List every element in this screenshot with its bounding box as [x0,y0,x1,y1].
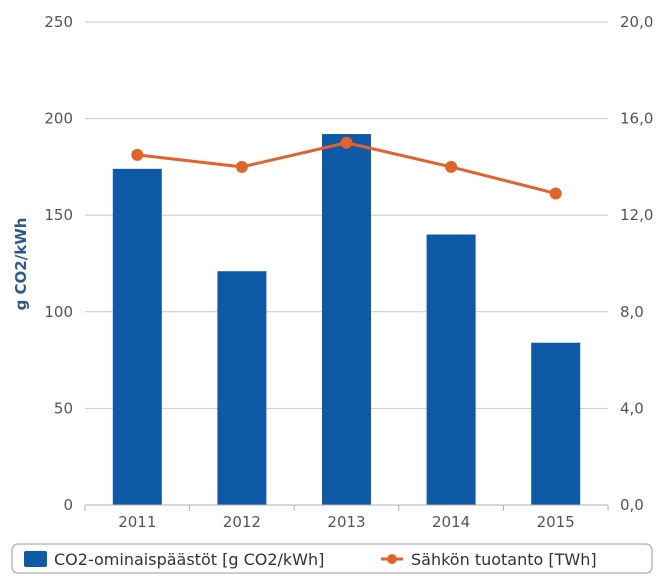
legend-bar-label: CO2-ominaispäästöt [g CO2/kWh] [54,550,324,569]
line-point [549,187,562,200]
legend-bar-swatch [24,551,47,567]
line-point [445,160,458,173]
y-tick-label: 150 [44,206,73,224]
x-tick-label: 2015 [537,513,575,531]
line-series [131,136,562,200]
legend: CO2-ominaispäästöt [g CO2/kWh] Sähkön tu… [11,543,653,574]
y-tick-label: 50 [54,399,73,417]
bar [531,342,581,505]
y-tick-label: 0 [63,496,73,514]
y2-tick-label: 16,0 [620,110,653,128]
y2-tick-label: 4,0 [620,399,644,417]
bar [217,271,267,505]
bar [322,134,371,505]
y-tick-label: 250 [44,13,73,31]
line-point [131,148,144,161]
y-tick-label: 200 [44,110,73,128]
line-point [340,136,353,149]
y-tick-label: 100 [44,303,73,321]
x-tick-label: 2013 [327,513,365,531]
y2-tick-label: 0,0 [620,496,644,514]
bar [426,234,476,505]
y2-tick-label: 20,0 [620,13,653,31]
bar-series [112,134,581,505]
y-axis-title: g CO2/kWh [12,218,30,311]
legend-line-label: Sähkön tuotanto [TWh] [411,550,597,569]
y2-tick-label: 8,0 [620,303,644,321]
legend-box [11,543,653,574]
x-tick-label: 2012 [223,513,261,531]
line-point [235,160,248,173]
y2-tick-label: 12,0 [620,206,653,224]
bar [112,168,162,505]
axes: 0 0,0 50 4,0 100 8,0 150 12,0 200 16,0 250 20,0 2011… [44,13,653,531]
x-tick-label: 2011 [118,513,156,531]
x-tick-label: 2014 [432,513,470,531]
legend-line-marker [387,554,397,564]
